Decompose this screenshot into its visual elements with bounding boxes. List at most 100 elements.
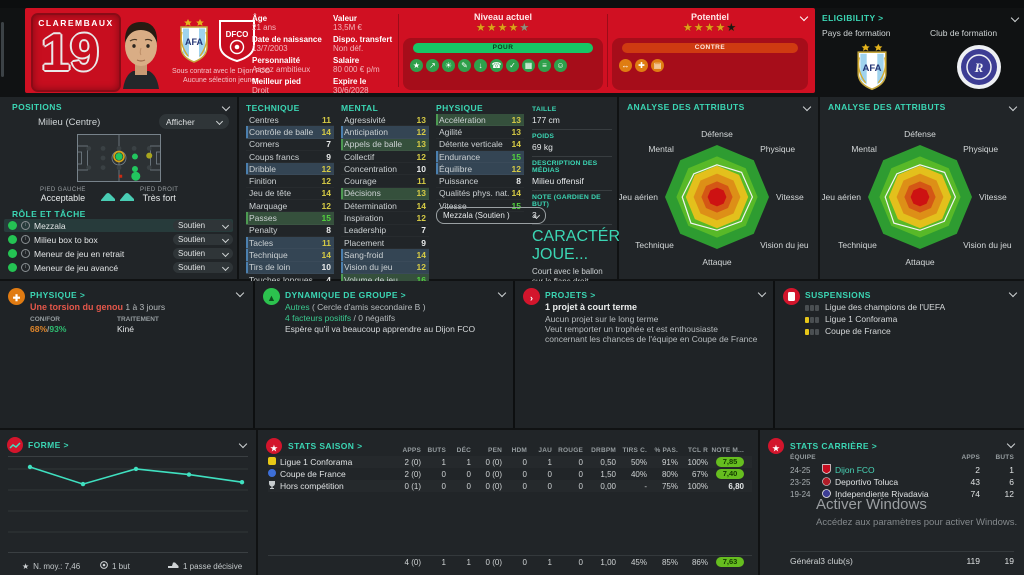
chevron-down-icon [221, 235, 230, 244]
role-row[interactable]: i Meneur de jeu avancé Soutien [4, 261, 233, 274]
club-name[interactable]: Dijon FCO [822, 464, 940, 476]
current-ability-stars: ★★★★★ [403, 22, 603, 34]
stat-column-header: TCL R [687, 446, 708, 454]
info-label: Expire le [333, 77, 367, 86]
section-chevron-icon[interactable] [757, 288, 767, 298]
stat-value: 67% [691, 469, 708, 479]
competition-name[interactable]: Ligue des champions de l'UEFA [825, 302, 946, 312]
club-name[interactable]: Deportivo Toluca [822, 476, 940, 488]
attribute-value: 14 [416, 200, 426, 211]
star-icon: ★ [475, 22, 487, 34]
career-apps: 2 [975, 465, 980, 475]
attribute-name: Concentration [344, 163, 397, 174]
section-chevron-icon[interactable] [235, 288, 245, 298]
attribute-value: 12 [321, 200, 331, 211]
contract-status: Sous contrat avec le Dijon FCO Aucune sé… [171, 68, 271, 84]
role-row[interactable]: i Meneur de jeu en retrait Soutien [4, 247, 233, 260]
form-chevron-icon[interactable] [238, 439, 248, 449]
star-icon: ★ [726, 22, 738, 34]
analysis-chevron-icon[interactable] [1008, 102, 1018, 112]
player-face-portrait [123, 22, 159, 89]
career-chevron-icon[interactable] [1006, 439, 1016, 449]
role-row[interactable]: i Mezzala Soutien [4, 219, 233, 232]
attribute-row: Placement 9 [341, 237, 429, 249]
suspension-row: Ligue des champions de l'UEFA [805, 302, 945, 312]
role-suitability-dot [8, 221, 17, 230]
player-info-item: Expire le 30/6/2028 [333, 77, 397, 95]
section-chevron-icon[interactable] [497, 288, 507, 298]
career-table-header: ÉQUIPE APPS BUTS [790, 454, 1014, 461]
physical-title[interactable]: PHYSIQUE > [30, 290, 86, 300]
suspensions-icon [783, 288, 800, 305]
stat-column-header: JAU [538, 446, 552, 454]
eligibility-chevron-icon[interactable] [1010, 13, 1020, 23]
career-goals: 12 [1004, 489, 1014, 499]
career-stats-title[interactable]: STATS CARRIÈRE > [790, 441, 878, 451]
yellow-card-icon [805, 316, 809, 323]
positions-chevron-icon[interactable] [221, 102, 231, 112]
duty-dropdown[interactable]: Soutien [173, 248, 233, 259]
fitness-value: 93% [49, 324, 67, 334]
stat-value: 0 [578, 469, 583, 479]
form-stat: 1 passe décisive [168, 561, 242, 571]
star-icon: ★ [682, 22, 694, 34]
physique-title: PHYSIQUE [436, 103, 484, 113]
competition-name[interactable]: Hors compétition [268, 481, 388, 491]
scrollbar[interactable] [1, 22, 4, 77]
season-stats-title[interactable]: STATS SAISON > [288, 441, 363, 451]
competition-name[interactable]: Ligue 1 Conforama [268, 457, 388, 467]
projects-title[interactable]: PROJETS > [545, 290, 596, 300]
info-icon: i [21, 221, 30, 230]
duty-dropdown[interactable]: Soutien [173, 220, 233, 231]
competition-name[interactable]: Coupe de France [268, 469, 388, 479]
form-stat: ★ N. moy.: 7,46 [22, 562, 80, 571]
section-chevron-icon[interactable] [1008, 288, 1018, 298]
grey-card-icon [810, 304, 814, 311]
attribute-row: Corners 7 [246, 139, 334, 151]
stat-value: 100% [687, 481, 708, 491]
trait-icon: ☎ [490, 59, 503, 72]
roles-title: RÔLE ET TÂCHE [12, 209, 86, 219]
stat-column-header: % PAS. [654, 446, 678, 454]
stat-value: 80% [661, 469, 678, 479]
show-positions-button[interactable]: Afficher [159, 114, 229, 129]
competition-name[interactable]: Ligue 1 Conforama [825, 314, 898, 324]
info-label: Personnalité [252, 56, 301, 65]
attribute-value: 13 [416, 139, 426, 150]
player-info-item: Salaire 80 000 € p/m [333, 56, 397, 74]
season-stats-row: Ligue 1 Conforama 2 (0) 1 1 0 (0) 0 1 0 0,50 50% 9… [268, 456, 752, 468]
attribute-value: 15 [511, 200, 521, 211]
social-group-link[interactable]: Autres [285, 302, 310, 312]
attribute-value: 14 [321, 188, 331, 199]
attribute-row: Passes 15 [246, 212, 334, 225]
duty-dropdown[interactable]: Soutien [173, 234, 233, 245]
season-stats-table: APPS BUTS DÉC PEN HDM JAU ROUGE DRBPM TIRS C. % P… [268, 444, 752, 492]
trait-icon: ≡ [538, 59, 551, 72]
analysis-chevron-icon[interactable] [802, 102, 812, 112]
current-ability-section: Niveau actuel ★★★★★ POUR ★ ↗ ☀ ✎ ↓ ☎ ✓ ▦ ≡ ☺ [403, 12, 603, 90]
career-total-row: Général 3 club(s) 119 19 [790, 551, 1014, 566]
attribute-name: Tirs de loin [249, 262, 291, 273]
role-row[interactable]: i Milieu box to box Soutien [4, 233, 233, 246]
form-title[interactable]: FORME > [28, 440, 69, 450]
club-name[interactable]: Independiente Rivadavia [822, 488, 940, 500]
attribute-name: Collectif [344, 151, 375, 162]
grey-card-icon [810, 328, 814, 335]
role-dropdown[interactable]: Mezzala (Soutien ) [436, 207, 546, 224]
competition-name[interactable]: Coupe de France [825, 326, 891, 336]
attribute-name: Corners [249, 139, 280, 150]
radar-axis-label: Vision du jeu [963, 240, 1012, 250]
stat-value: 40% [630, 469, 647, 479]
boot-icon [168, 561, 179, 571]
dynamics-title[interactable]: DYNAMIQUE DE GROUPE > [285, 290, 407, 300]
career-row: 19-24 Independiente Rivadavia 74 12 [790, 488, 1014, 500]
duty-dropdown[interactable]: Soutien [173, 262, 233, 273]
attribute-name: Décisions [344, 188, 381, 199]
stat-value: 0 [522, 457, 527, 467]
media-description-value: Milieu offensif [532, 176, 584, 186]
star-icon: ★ [22, 562, 30, 571]
stat-value: 0 [547, 469, 552, 479]
attribute-value: 9 [326, 151, 331, 162]
attribute-name: Détente verticale [439, 139, 503, 150]
eligibility-title[interactable]: ELIGIBILITY > [822, 13, 884, 23]
